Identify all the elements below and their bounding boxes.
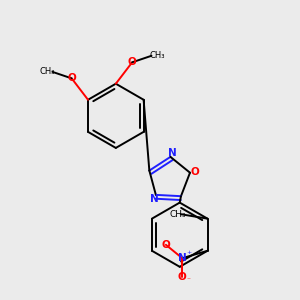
Text: O: O: [128, 57, 136, 67]
Text: CH₃: CH₃: [39, 67, 55, 76]
Text: O: O: [67, 74, 76, 83]
Text: ⁻: ⁻: [186, 275, 190, 284]
Text: O: O: [178, 272, 187, 282]
Text: O: O: [161, 240, 170, 250]
Text: +: +: [186, 250, 191, 255]
Text: O: O: [190, 167, 199, 176]
Text: N: N: [150, 194, 159, 204]
Text: N: N: [168, 148, 177, 158]
Text: N: N: [178, 253, 187, 263]
Text: CH₃: CH₃: [169, 210, 186, 219]
Text: CH₃: CH₃: [149, 51, 165, 60]
